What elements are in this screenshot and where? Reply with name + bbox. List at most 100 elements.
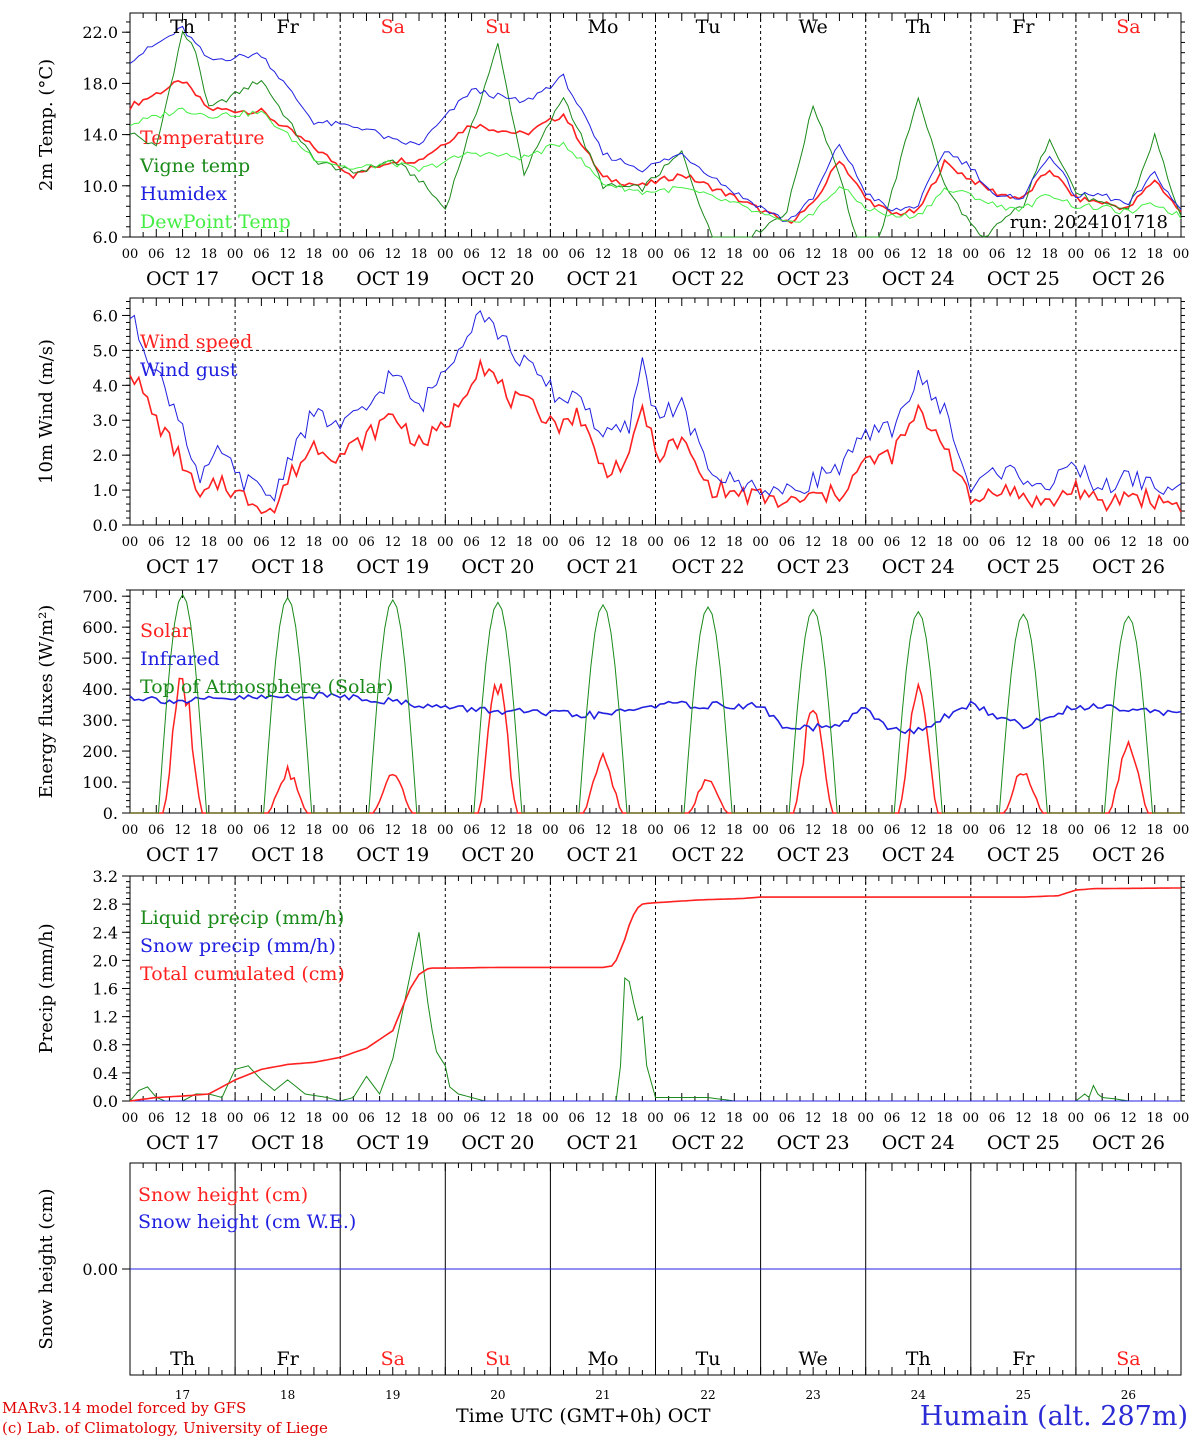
x-date-label: OCT 23 xyxy=(777,1132,850,1154)
x-date-label: OCT 17 xyxy=(146,1132,219,1154)
x-hour-label: 00 xyxy=(332,1111,349,1126)
x-hour-label: 00 xyxy=(542,823,559,838)
x-hour-label: 06 xyxy=(568,535,585,550)
x-hour-label: 00 xyxy=(857,247,874,262)
x-hour-label: 06 xyxy=(674,823,691,838)
x-hour-label: 00 xyxy=(752,823,769,838)
x-hour-label: 12 xyxy=(700,1111,717,1126)
y-tick-label: 3.0 xyxy=(93,411,118,430)
model-credit: MARv3.14 model forced by GFS xyxy=(2,1399,247,1417)
legend-entry: Wind speed xyxy=(140,331,252,353)
x-hour-label: 18 xyxy=(516,823,533,838)
y-tick-label: 3.2 xyxy=(93,867,118,886)
x-hour-label: 12 xyxy=(174,247,191,262)
y-tick-label: 10.0 xyxy=(82,177,118,196)
x-date-label: OCT 21 xyxy=(566,268,639,290)
y-axis-label: Precip (mm/h) xyxy=(36,923,57,1053)
series-line-wind-gust xyxy=(129,310,1182,502)
x-date-label: OCT 25 xyxy=(987,556,1060,578)
panel-2: 0.0 1.0 2.0 3.0 4.0 5.0 6.0 10m Wind (m/s) Wind … xyxy=(36,297,1189,578)
y-tick-label: 400. xyxy=(82,680,118,699)
x-hour-label: 18 xyxy=(516,535,533,550)
x-hour-label: 00 xyxy=(1173,1111,1190,1126)
x-hour-label: 06 xyxy=(568,823,585,838)
x-hour-label: 00 xyxy=(963,823,980,838)
x-date-label: OCT 19 xyxy=(356,556,429,578)
x-hour-label: 18 xyxy=(1146,535,1163,550)
x-hour-label: 18 xyxy=(726,535,743,550)
x-hour-label: 18 xyxy=(936,1111,953,1126)
x-hour-label: 00 xyxy=(1068,1111,1085,1126)
x-hour-label: 00 xyxy=(227,823,244,838)
x-date-label: OCT 19 xyxy=(356,844,429,866)
x-hour-label: 06 xyxy=(884,823,901,838)
x-hour-label: 12 xyxy=(279,535,296,550)
x-hour-label: 12 xyxy=(910,535,927,550)
x-date-label: OCT 18 xyxy=(251,1132,324,1154)
x-hour-label: 18 xyxy=(1146,247,1163,262)
x-date-label: OCT 18 xyxy=(251,268,324,290)
x-hour-label: 18 xyxy=(621,1111,638,1126)
legend-entry: Vigne temp xyxy=(139,155,250,177)
x-hour-label: 00 xyxy=(963,535,980,550)
x-hour-label: 18 xyxy=(201,1111,218,1126)
y-tick-label: 4.0 xyxy=(93,376,118,395)
lab-credit: (c) Lab. of Climatology, University of L… xyxy=(2,1419,328,1437)
x-hour-label: 00 xyxy=(227,1111,244,1126)
x-hour-label: 06 xyxy=(1094,1111,1111,1126)
x-hour-label: 00 xyxy=(122,535,139,550)
x-hour-label: 00 xyxy=(857,1111,874,1126)
panel-1: 6.0 10.0 14.0 18.0 22.0 2m Temp. (°C) Temperat… xyxy=(36,12,1189,290)
x-hour-label: 00 xyxy=(122,1111,139,1126)
x-hour-label: 06 xyxy=(1094,823,1111,838)
x-date-label: OCT 25 xyxy=(987,844,1060,866)
x-hour-label: 06 xyxy=(1094,247,1111,262)
x-hour-label: 12 xyxy=(595,535,612,550)
x-date-label: OCT 24 xyxy=(882,556,955,578)
weekday-label: Su xyxy=(485,16,510,38)
x-hour-label: 00 xyxy=(752,1111,769,1126)
x-hour-label: 00 xyxy=(437,247,454,262)
day-number-label: 23 xyxy=(806,1388,821,1402)
day-number-label: 18 xyxy=(280,1388,295,1402)
x-date-label: OCT 22 xyxy=(672,268,745,290)
x-hour-label: 12 xyxy=(700,535,717,550)
weekday-label: Sa xyxy=(381,1348,405,1370)
y-tick-label: 18.0 xyxy=(82,74,118,93)
x-hour-label: 18 xyxy=(726,247,743,262)
x-date-label: OCT 17 xyxy=(146,268,219,290)
x-hour-label: 12 xyxy=(910,823,927,838)
x-hour-label: 18 xyxy=(831,823,848,838)
x-hour-label: 00 xyxy=(227,247,244,262)
x-date-label: OCT 17 xyxy=(146,556,219,578)
x-hour-label: 06 xyxy=(674,1111,691,1126)
x-hour-label: 12 xyxy=(279,247,296,262)
series-line-wind-speed xyxy=(129,357,1182,515)
x-hour-label: 06 xyxy=(989,535,1006,550)
x-hour-label: 18 xyxy=(1041,247,1058,262)
x-hour-label: 00 xyxy=(542,535,559,550)
x-hour-label: 18 xyxy=(831,535,848,550)
y-tick-label: 1.0 xyxy=(93,481,118,500)
legend-entry: Snow height (cm W.E.) xyxy=(138,1211,356,1233)
month-label: OCT xyxy=(667,1405,711,1427)
x-hour-label: 18 xyxy=(726,1111,743,1126)
x-hour-label: 06 xyxy=(779,535,796,550)
x-hour-label: 00 xyxy=(752,535,769,550)
x-hour-label: 06 xyxy=(568,247,585,262)
x-hour-label: 18 xyxy=(621,247,638,262)
weekday-label: Su xyxy=(485,1348,510,1370)
weekday-label: Sa xyxy=(1116,1348,1140,1370)
y-tick-label: 0. xyxy=(103,804,118,823)
plot-frame xyxy=(129,589,1182,814)
x-date-label: OCT 26 xyxy=(1092,844,1165,866)
y-tick-label: 22.0 xyxy=(82,23,118,42)
day-number-label: 19 xyxy=(385,1388,400,1402)
y-tick-label: 0.0 xyxy=(93,516,118,535)
y-tick-label: 2.8 xyxy=(93,895,118,914)
x-date-label: OCT 25 xyxy=(987,268,1060,290)
x-hour-label: 12 xyxy=(384,823,401,838)
x-hour-label: 00 xyxy=(647,1111,664,1126)
x-hour-label: 00 xyxy=(1068,247,1085,262)
x-hour-label: 12 xyxy=(595,247,612,262)
